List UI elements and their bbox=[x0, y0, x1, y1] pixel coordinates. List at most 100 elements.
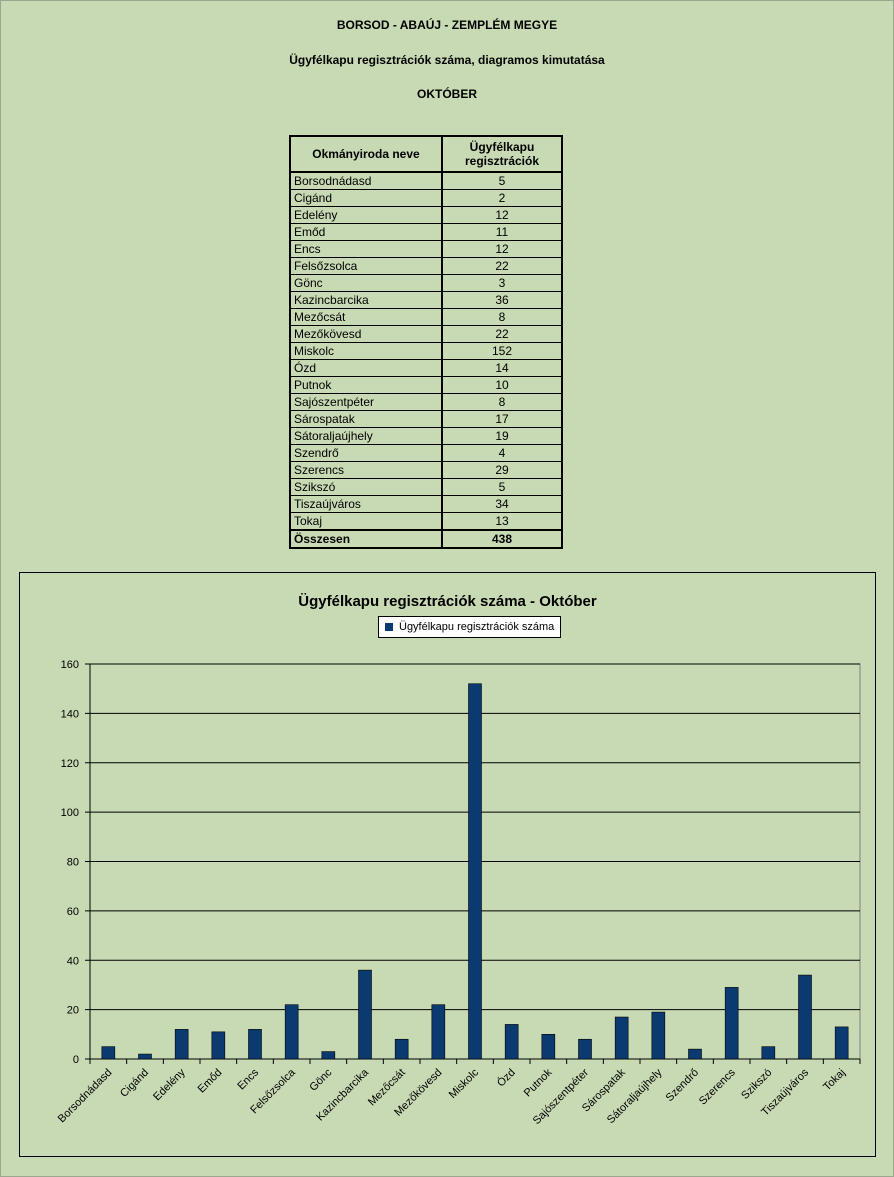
registration-count: 11 bbox=[441, 223, 563, 241]
table-row: Szendrő 4 bbox=[289, 444, 563, 462]
bar bbox=[358, 969, 372, 1060]
table-row: Kazincbarcika 36 bbox=[289, 291, 563, 309]
bar bbox=[541, 1034, 556, 1060]
registration-count: 17 bbox=[441, 410, 563, 428]
office-name: Szendrő bbox=[289, 444, 443, 462]
table-row: Tokaj 13 bbox=[289, 512, 563, 531]
bar bbox=[394, 1038, 409, 1060]
total-row: Összesen 438 bbox=[289, 529, 563, 549]
chart-area: Ügyfélkapu regisztrációk száma - Október… bbox=[19, 572, 876, 1157]
table-row: Putnok 10 bbox=[289, 376, 563, 394]
y-tick-label: 60 bbox=[67, 906, 79, 918]
table-header-row: Okmányiroda neve Ügyfélkapu regisztráció… bbox=[289, 135, 563, 173]
bar bbox=[834, 1026, 849, 1060]
office-name: Miskolc bbox=[289, 342, 443, 360]
x-tick-label: Borsodnádasd bbox=[56, 1067, 115, 1126]
y-tick-label: 100 bbox=[61, 807, 79, 819]
table-row: Emőd 11 bbox=[289, 223, 563, 241]
bar bbox=[321, 1051, 336, 1060]
table-row: Gönc 3 bbox=[289, 274, 563, 292]
registration-count: 22 bbox=[441, 257, 563, 275]
x-tick-label: Gönc bbox=[307, 1066, 334, 1093]
legend-label: Ügyfélkapu regisztrációk száma bbox=[399, 621, 555, 633]
table-row: Encs 12 bbox=[289, 240, 563, 258]
office-name: Mezőkövesd bbox=[289, 325, 443, 343]
y-tick-label: 120 bbox=[61, 758, 79, 770]
office-name: Mezőcsát bbox=[289, 308, 443, 326]
x-tick-label: Ózd bbox=[494, 1066, 517, 1089]
bar bbox=[138, 1053, 152, 1060]
office-name: Szikszó bbox=[289, 478, 443, 496]
table-row: Borsodnádasd 5 bbox=[289, 171, 563, 190]
bar bbox=[761, 1046, 776, 1060]
table-row: Mezőcsát 8 bbox=[289, 308, 563, 326]
registration-count: 13 bbox=[441, 512, 563, 531]
table-row: Tiszaújváros 34 bbox=[289, 495, 563, 513]
table-row: Mezőkövesd 22 bbox=[289, 325, 563, 343]
x-tick-label: Szendrő bbox=[664, 1067, 701, 1104]
registration-count: 10 bbox=[441, 376, 563, 394]
office-name: Borsodnádasd bbox=[289, 171, 443, 190]
office-name: Cigánd bbox=[289, 189, 443, 207]
registration-count: 36 bbox=[441, 291, 563, 309]
y-tick-label: 80 bbox=[67, 857, 79, 869]
registration-count: 5 bbox=[441, 171, 563, 190]
registration-count: 22 bbox=[441, 325, 563, 343]
office-name: Sátoraljaújhely bbox=[289, 427, 443, 445]
office-name: Szerencs bbox=[289, 461, 443, 479]
table-row: Edelény 12 bbox=[289, 206, 563, 224]
bar bbox=[724, 987, 739, 1060]
x-tick-label: Tokaj bbox=[821, 1067, 848, 1094]
column-header-office: Okmányiroda neve bbox=[289, 135, 443, 173]
table-row: Sárospatak 17 bbox=[289, 410, 563, 428]
x-tick-label: Cigánd bbox=[118, 1067, 151, 1100]
registration-count: 8 bbox=[441, 393, 563, 411]
bar bbox=[174, 1029, 189, 1060]
x-tick-label: Szikszó bbox=[739, 1067, 774, 1102]
bar bbox=[614, 1016, 629, 1060]
bar bbox=[578, 1038, 592, 1060]
office-name: Encs bbox=[289, 240, 443, 258]
x-tick-label: Emőd bbox=[196, 1067, 225, 1096]
bar bbox=[248, 1029, 262, 1060]
registration-count: 29 bbox=[441, 461, 563, 479]
table-row: Felsőzsolca 22 bbox=[289, 257, 563, 275]
x-tick-label: Szerencs bbox=[697, 1066, 738, 1107]
office-name: Tiszaújváros bbox=[289, 495, 443, 513]
office-name: Gönc bbox=[289, 274, 443, 292]
registrations-table: Okmányiroda neve Ügyfélkapu regisztráció… bbox=[289, 135, 563, 549]
registration-count: 8 bbox=[441, 308, 563, 326]
registration-count: 2 bbox=[441, 189, 563, 207]
x-tick-label: Edelény bbox=[151, 1066, 188, 1103]
table-row: Szerencs 29 bbox=[289, 461, 563, 479]
registration-count: 5 bbox=[441, 478, 563, 496]
y-tick-label: 140 bbox=[61, 708, 79, 720]
bar bbox=[651, 1011, 666, 1060]
column-header-registrations-label: Ügyfélkapu regisztrációk bbox=[464, 140, 540, 168]
table-row: Szikszó 5 bbox=[289, 478, 563, 496]
table-row: Miskolc 152 bbox=[289, 342, 563, 360]
office-name: Edelény bbox=[289, 206, 443, 224]
bar bbox=[468, 683, 482, 1060]
legend-swatch bbox=[385, 623, 393, 631]
office-name: Tokaj bbox=[289, 512, 443, 531]
x-tick-label: Miskolc bbox=[447, 1066, 482, 1101]
office-name: Emőd bbox=[289, 223, 443, 241]
bar bbox=[101, 1046, 116, 1060]
bar bbox=[504, 1024, 519, 1060]
chart-title: Ügyfélkapu regisztrációk száma - Október bbox=[298, 593, 597, 610]
registration-count: 152 bbox=[441, 342, 563, 360]
table-row: Cigánd 2 bbox=[289, 189, 563, 207]
registration-count: 3 bbox=[441, 274, 563, 292]
table-body: Borsodnádasd 5 Cigánd 2 Edelény 12 Emőd 11 Encs 1… bbox=[289, 171, 563, 531]
office-name: Putnok bbox=[289, 376, 443, 394]
county-title: BORSOD - ABAÚJ - ZEMPLÉM MEGYE bbox=[336, 18, 558, 32]
column-header-registrations: Ügyfélkapu regisztrációk bbox=[441, 135, 563, 173]
bar bbox=[211, 1031, 226, 1060]
bar bbox=[798, 974, 812, 1060]
bar bbox=[688, 1048, 702, 1060]
table-row: Sátoraljaújhely 19 bbox=[289, 427, 563, 445]
total-label: Összesen bbox=[289, 529, 443, 549]
y-tick-label: 20 bbox=[67, 1005, 79, 1017]
